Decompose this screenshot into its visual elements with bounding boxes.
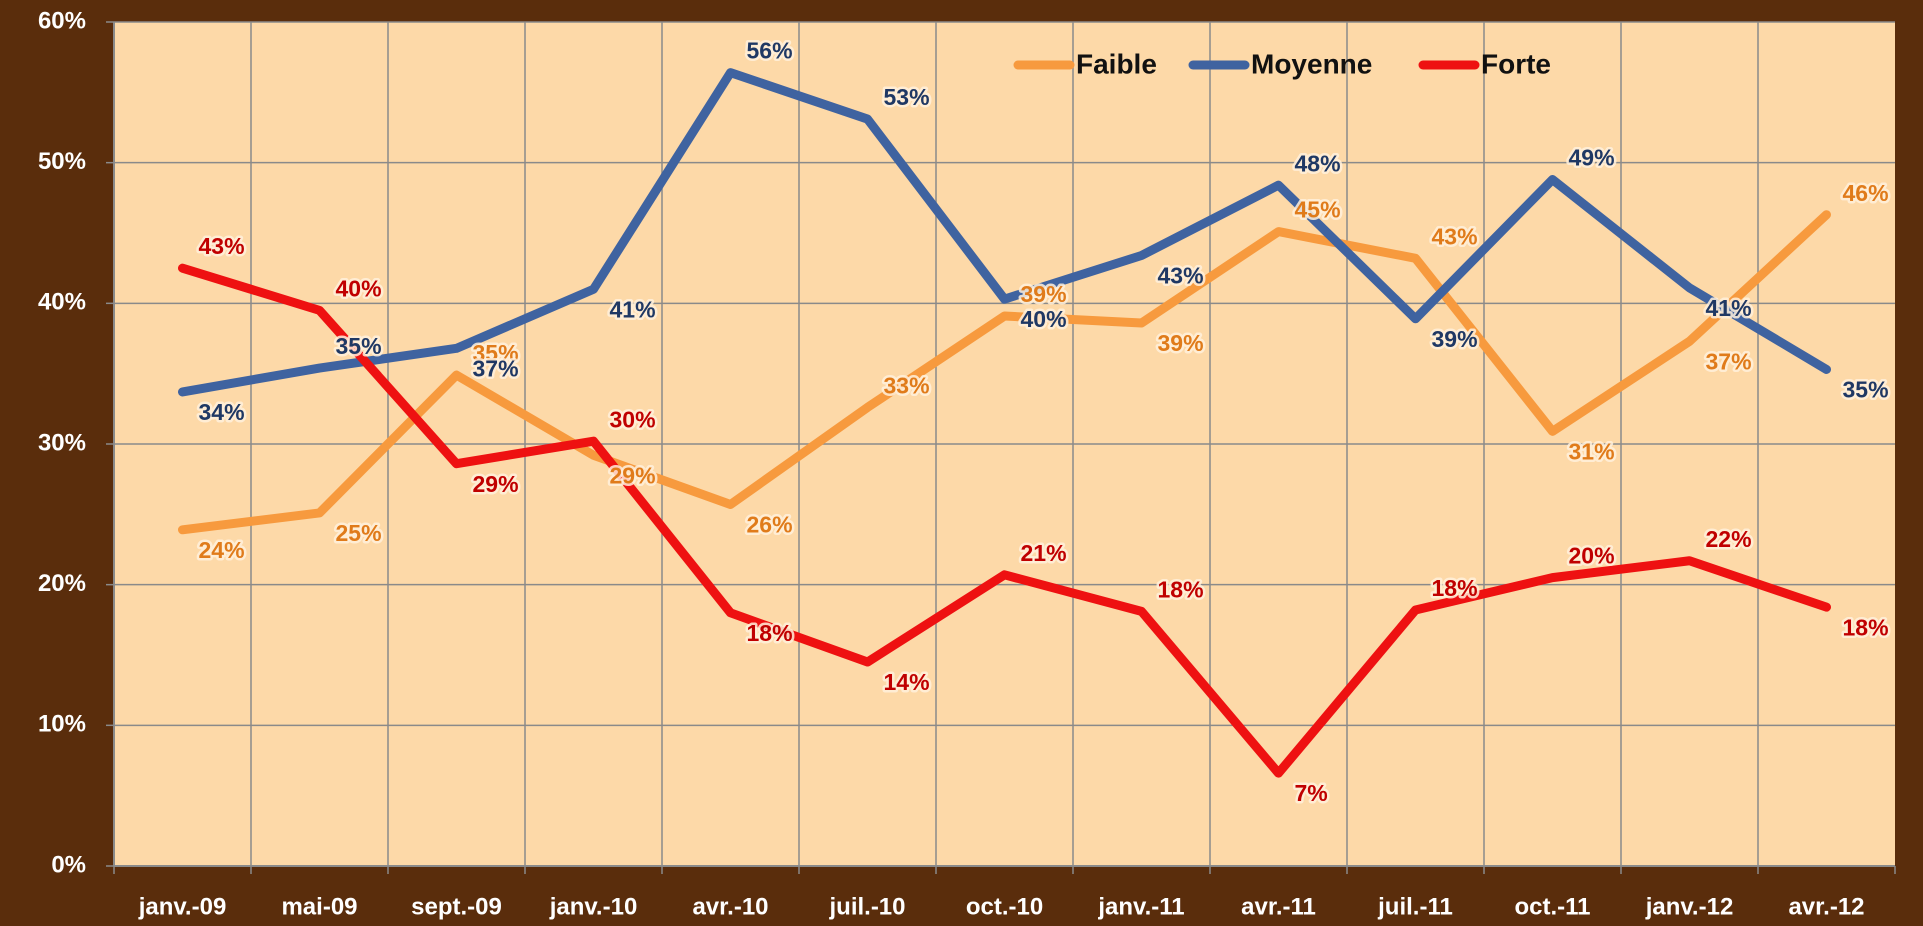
data-label: 39%	[1432, 326, 1478, 352]
data-label: 33%	[884, 373, 930, 399]
x-tick-label: janv.-10	[549, 893, 638, 920]
data-label: 40%	[336, 275, 382, 301]
data-label: 18%	[1158, 576, 1204, 602]
data-label: 22%	[1706, 526, 1752, 552]
y-tick-label: 50%	[38, 148, 86, 175]
series-line	[178, 210, 1831, 535]
data-label: 20%	[1569, 543, 1615, 569]
x-tick-label: janv.-12	[1645, 893, 1734, 920]
data-label: 40%	[1021, 306, 1067, 332]
data-label: 41%	[610, 296, 656, 322]
data-label: 41%	[1706, 295, 1752, 321]
data-label: 39%	[1158, 330, 1204, 356]
series-line	[178, 68, 1831, 397]
data-label: 46%	[1843, 180, 1889, 206]
y-tick-label: 30%	[38, 429, 86, 456]
data-label: 25%	[336, 520, 382, 546]
data-label: 37%	[473, 355, 519, 381]
data-label: 35%	[336, 333, 382, 359]
y-tick-label: 10%	[38, 711, 86, 738]
data-label: 14%	[884, 669, 930, 695]
data-label: 7%	[1295, 780, 1328, 806]
data-label: 56%	[747, 38, 793, 64]
data-label: 31%	[1569, 438, 1615, 464]
series-line	[178, 263, 1831, 778]
x-tick-label: avr.-12	[1788, 893, 1864, 920]
data-label: 53%	[884, 84, 930, 110]
x-tick-label: avr.-10	[692, 893, 768, 920]
data-label: 43%	[1432, 223, 1478, 249]
data-label: 43%	[1158, 263, 1204, 289]
data-label: 24%	[199, 537, 245, 563]
data-label: 26%	[747, 512, 793, 538]
x-tick-label: avr.-11	[1241, 893, 1316, 920]
legend-label: Forte	[1481, 48, 1551, 79]
data-label: 18%	[747, 620, 793, 646]
data-label: 29%	[473, 471, 519, 497]
x-tick-label: mai-09	[281, 893, 357, 920]
x-tick-label: juil.-10	[828, 893, 905, 920]
x-tick-label: oct.-10	[966, 893, 1043, 920]
data-label: 30%	[610, 406, 656, 432]
x-tick-label: sept.-09	[411, 893, 502, 920]
data-label: 18%	[1432, 575, 1478, 601]
legend-label: Moyenne	[1251, 48, 1372, 79]
y-tick-label: 40%	[38, 289, 86, 316]
data-label: 35%	[1843, 377, 1889, 403]
legend-label: Faible	[1076, 48, 1157, 79]
data-label: 48%	[1295, 150, 1341, 176]
data-label: 29%	[610, 462, 656, 488]
data-label: 43%	[199, 233, 245, 259]
data-label: 34%	[199, 399, 245, 425]
data-label: 37%	[1706, 348, 1752, 374]
data-label: 21%	[1021, 540, 1067, 566]
y-tick-label: 20%	[38, 570, 86, 597]
data-label: 49%	[1569, 145, 1615, 171]
data-label: 35%	[473, 340, 519, 366]
y-tick-label: 0%	[51, 851, 86, 878]
x-tick-label: juil.-11	[1377, 893, 1453, 920]
y-tick-label: 60%	[38, 7, 86, 34]
x-tick-label: oct.-11	[1514, 893, 1590, 920]
data-label: 18%	[1843, 614, 1889, 640]
x-tick-label: janv.-09	[138, 893, 227, 920]
x-tick-label: janv.-11	[1097, 893, 1184, 920]
data-label: 45%	[1295, 197, 1341, 223]
data-label: 39%	[1021, 281, 1067, 307]
